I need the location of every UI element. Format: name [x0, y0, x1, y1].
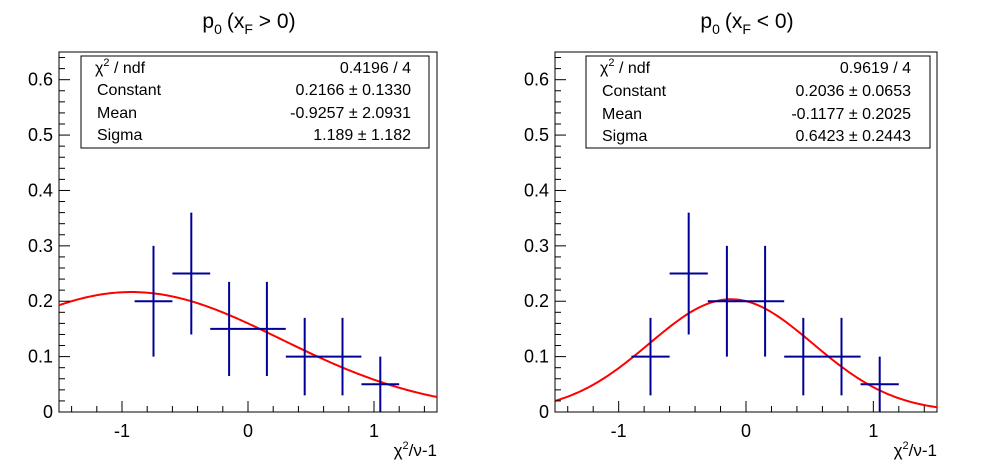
- y-tick-label: 0.5: [524, 125, 549, 145]
- chart-panel-xf-negative: p0 (xF < 0) 0 0.1 0.2 0.3 0.4 0.5 0.6 -1 0 1 χ2 / …: [498, 0, 996, 472]
- y-tick-label: 0.1: [524, 347, 549, 367]
- y-tick-label: 0: [539, 402, 549, 422]
- stats-label-chi2-ndf: χ2 / ndf: [95, 57, 146, 77]
- stats-value-sigma: 0.6423 ± 0.2443: [795, 128, 911, 145]
- y-tick-label: 0.2: [524, 291, 549, 311]
- data-point: [285, 317, 324, 396]
- data-point: [707, 245, 746, 357]
- y-tick-label: 0.3: [28, 236, 53, 256]
- stats-box-frame: [585, 55, 931, 149]
- stats-value-chi2-ndf: 0.9619 / 4: [840, 60, 911, 77]
- data-point: [822, 317, 861, 396]
- stats-label-sigma: Sigma: [602, 128, 647, 145]
- y-tick-label: 0.6: [524, 70, 549, 90]
- fit-curve: [58, 291, 438, 399]
- chart-title: p0 (xF < 0): [700, 10, 793, 37]
- stats-label-constant: Constant: [602, 83, 667, 100]
- tick-labels-layer: 0 0.1 0.2 0.3 0.4 0.5 0.6 -1 0 1: [28, 70, 379, 441]
- x-tick-label: 1: [369, 421, 379, 441]
- stats-box: χ2 / ndf 0.9619 / 4 Constant 0.2036 ± 0.…: [585, 55, 931, 149]
- data-point: [784, 317, 823, 396]
- y-tick-label: 0: [43, 402, 53, 422]
- data-point: [746, 245, 785, 357]
- stats-label-chi2-ndf: χ2 / ndf: [600, 57, 651, 77]
- stats-label-mean: Mean: [602, 106, 642, 123]
- stats-box: χ2 / ndf 0.4196 / 4 Constant 0.2166 ± 0.…: [80, 55, 430, 149]
- chart-svg-xf-positive: p0 (xF > 0) 0 0.1 0.2 0.3 0.4 0.5 0.6 -1 0 1 χ2 / …: [28, 10, 438, 460]
- data-point: [172, 212, 211, 335]
- chart-svg-xf-negative: p0 (xF < 0) 0 0.1 0.2 0.3 0.4 0.5 0.6 -1 0 1 χ2 / …: [524, 10, 938, 460]
- data-point: [323, 317, 362, 396]
- stats-label-sigma: Sigma: [97, 127, 142, 144]
- fit-curve-layer: [58, 291, 438, 399]
- stats-value-mean: -0.1177 ± 0.2025: [791, 106, 911, 123]
- data-point: [860, 356, 899, 412]
- chart-panel-xf-positive: p0 (xF > 0) 0 0.1 0.2 0.3 0.4 0.5 0.6 -1 0 1 χ2 / …: [28, 10, 438, 460]
- stats-value-sigma: 1.189 ± 1.182: [313, 127, 411, 144]
- y-tick-label: 0.3: [524, 236, 549, 256]
- y-tick-label: 0.4: [28, 180, 53, 200]
- y-tick-label: 0.4: [524, 180, 549, 200]
- data-point: [631, 317, 670, 396]
- x-tick-label: 0: [741, 421, 751, 441]
- stats-box-frame: [80, 55, 430, 149]
- y-tick-label: 0.5: [28, 125, 53, 145]
- chart-title: p0 (xF > 0): [202, 10, 295, 37]
- y-tick-label: 0.2: [28, 291, 53, 311]
- axis-ticks-layer: [59, 57, 425, 413]
- y-tick-label: 0.1: [28, 347, 53, 367]
- data-point: [134, 245, 173, 357]
- data-point: [361, 356, 400, 412]
- data-point: [248, 281, 286, 376]
- x-tick-label: -1: [611, 421, 627, 441]
- stats-label-mean: Mean: [97, 105, 137, 122]
- x-axis-label: χ2/ν-1: [394, 440, 437, 460]
- stats-label-constant: Constant: [97, 82, 162, 99]
- axis-ticks-layer: [555, 57, 925, 413]
- data-points-layer: [631, 212, 899, 412]
- stats-value-constant: 0.2036 ± 0.0653: [795, 83, 911, 100]
- x-tick-label: 1: [868, 421, 878, 441]
- stats-value-chi2-ndf: 0.4196 / 4: [340, 60, 411, 77]
- data-point: [669, 212, 708, 335]
- x-axis-label: χ2/ν-1: [894, 440, 937, 460]
- data-points-layer: [134, 212, 400, 412]
- stats-value-mean: -0.9257 ± 2.0931: [290, 105, 411, 122]
- stats-value-constant: 0.2166 ± 0.1330: [295, 82, 411, 99]
- x-tick-label: -1: [114, 421, 130, 441]
- data-point: [210, 281, 248, 376]
- y-tick-label: 0.6: [28, 70, 53, 90]
- tick-labels-layer: 0 0.1 0.2 0.3 0.4 0.5 0.6 -1 0 1: [524, 70, 878, 441]
- x-tick-label: 0: [243, 421, 253, 441]
